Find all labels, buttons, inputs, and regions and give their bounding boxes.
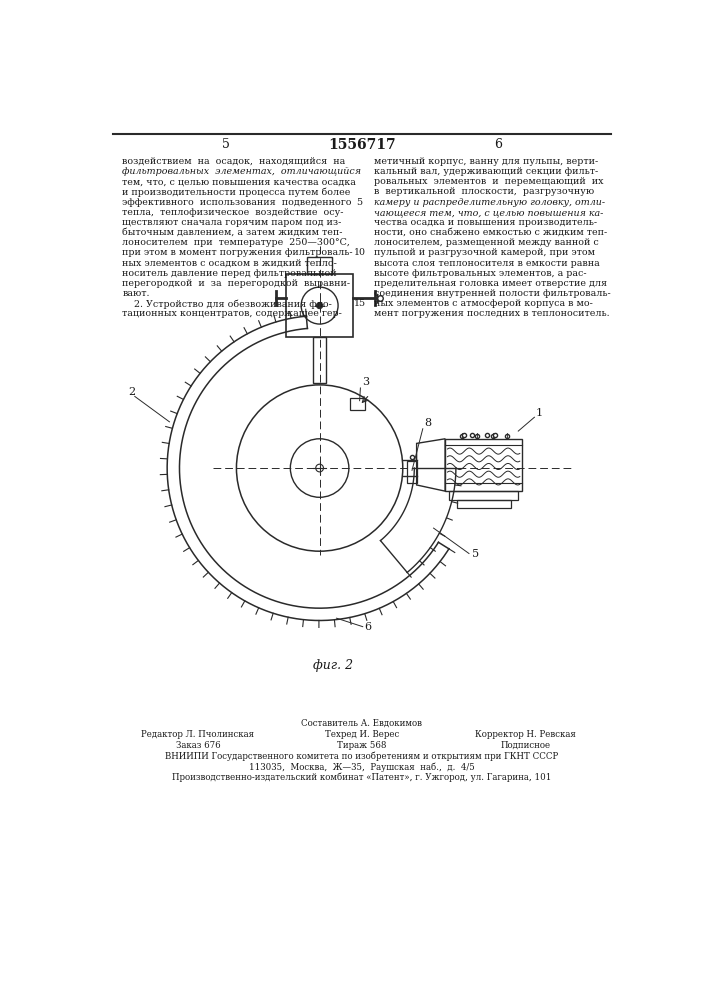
Text: метичный корпус, ванну для пульпы, верти-: метичный корпус, ванну для пульпы, верти… — [373, 157, 597, 166]
Text: ных элементов с осадком в жидкий тепло-: ных элементов с осадком в жидкий тепло- — [122, 259, 337, 268]
Bar — [308, 257, 332, 274]
Text: соединения внутренней полости фильтроваль-: соединения внутренней полости фильтровал… — [373, 289, 610, 298]
Text: 1: 1 — [536, 408, 543, 418]
Text: ности, оно снабжено емкостью с жидким теп-: ности, оно снабжено емкостью с жидким те… — [373, 228, 607, 237]
Text: и производительности процесса путем более: и производительности процесса путем боле… — [122, 187, 351, 197]
Text: фильтровальных  элементах,  отличающийся: фильтровальных элементах, отличающийся — [122, 167, 361, 176]
Text: 1556717: 1556717 — [328, 138, 396, 152]
Text: при этом в момент погружения фильтроваль-: при этом в момент погружения фильтроваль… — [122, 248, 353, 257]
Text: лоносителем  при  температуре  250—300°С,: лоносителем при температуре 250—300°С, — [122, 238, 351, 247]
Text: 113035,  Москва,  Ж—35,  Раушская  наб.,  д.  4/5: 113035, Москва, Ж—35, Раушская наб., д. … — [249, 762, 475, 772]
Text: воздействием  на  осадок,  находящийся  на: воздействием на осадок, находящийся на — [122, 157, 346, 166]
Text: Тираж 568: Тираж 568 — [337, 741, 387, 750]
Text: камеру и распределительную головку, отли-: камеру и распределительную головку, отли… — [373, 198, 604, 207]
Text: тационных концентратов, содержащее гер-: тационных концентратов, содержащее гер- — [122, 309, 342, 318]
Text: эффективного  использования  подведенного: эффективного использования подведенного — [122, 198, 352, 207]
Bar — [349, 398, 365, 410]
Text: высота слоя теплоносителя в емкости равна: высота слоя теплоносителя в емкости равн… — [373, 259, 600, 268]
Text: чающееся тем, что, с целью повышения ка-: чающееся тем, что, с целью повышения ка- — [373, 208, 603, 217]
Text: пульпой и разгрузочной камерой, при этом: пульпой и разгрузочной камерой, при этом — [373, 248, 595, 257]
Text: 10: 10 — [354, 248, 366, 257]
Text: Подписное: Подписное — [500, 741, 550, 750]
Text: в  вертикальной  плоскости,  разгрузочную: в вертикальной плоскости, разгрузочную — [373, 187, 594, 196]
Text: пределительная головка имеет отверстие для: пределительная головка имеет отверстие д… — [373, 279, 607, 288]
Bar — [407, 461, 417, 483]
Text: 3: 3 — [362, 377, 369, 387]
Text: перегородкой  и  за  перегородкой  выравни-: перегородкой и за перегородкой выравни- — [122, 279, 351, 288]
Text: Заказ 676: Заказ 676 — [175, 741, 221, 750]
Text: 8: 8 — [424, 418, 431, 428]
Text: Производственно-издательский комбинат «Патент», г. Ужгород, ул. Гагарина, 101: Производственно-издательский комбинат «П… — [173, 773, 551, 782]
Text: 5: 5 — [356, 198, 363, 207]
Circle shape — [317, 302, 322, 309]
Bar — [457, 500, 510, 508]
Text: носитель давление перед фильтровальной: носитель давление перед фильтровальной — [122, 269, 337, 278]
Text: ных элементов с атмосферой корпуса в мо-: ных элементов с атмосферой корпуса в мо- — [373, 299, 592, 308]
Text: 15: 15 — [354, 299, 366, 308]
Bar — [313, 337, 326, 383]
Text: вают.: вают. — [122, 289, 150, 298]
Text: ВНИИПИ Государственного комитета по изобретениям и открытиям при ГКНТ СССР: ВНИИПИ Государственного комитета по изоб… — [165, 751, 559, 761]
Text: 6: 6 — [494, 138, 502, 151]
Text: 5: 5 — [223, 138, 230, 151]
Bar — [449, 491, 518, 500]
Text: 2: 2 — [129, 387, 136, 397]
Text: Техред И. Верес: Техред И. Верес — [325, 730, 399, 739]
Text: 6: 6 — [364, 622, 371, 632]
Text: мент погружения последних в теплоноситель.: мент погружения последних в теплоносител… — [373, 309, 609, 318]
Text: тем, что, с целью повышения качества осадка: тем, что, с целью повышения качества оса… — [122, 177, 356, 186]
Bar — [286, 274, 354, 337]
Text: кальный вал, удерживающий секции фильт-: кальный вал, удерживающий секции фильт- — [373, 167, 597, 176]
Circle shape — [316, 464, 324, 472]
Text: фиг. 2: фиг. 2 — [313, 659, 354, 672]
Text: тепла,  теплофизическое  воздействие  осу-: тепла, теплофизическое воздействие осу- — [122, 208, 344, 217]
Text: лоносителем, размещенной между ванной с: лоносителем, размещенной между ванной с — [373, 238, 598, 247]
Text: 5: 5 — [472, 549, 479, 559]
Text: ществляют сначала горячим паром под из-: ществляют сначала горячим паром под из- — [122, 218, 342, 227]
Text: чества осадка и повышения производитель-: чества осадка и повышения производитель- — [373, 218, 597, 227]
Text: быточным давлением, а затем жидким теп-: быточным давлением, а затем жидким теп- — [122, 228, 343, 237]
Text: ровальных  элементов  и  перемещающий  их: ровальных элементов и перемещающий их — [373, 177, 603, 186]
Text: высоте фильтровальных элементов, а рас-: высоте фильтровальных элементов, а рас- — [373, 269, 586, 278]
Text: Составитель А. Евдокимов: Составитель А. Евдокимов — [301, 719, 423, 728]
Text: Редактор Л. Пчолинская: Редактор Л. Пчолинская — [141, 730, 255, 739]
Text: 2. Устройство для обезвоживания фло-: 2. Устройство для обезвоживания фло- — [122, 299, 332, 309]
Text: Корректор Н. Ревская: Корректор Н. Ревская — [475, 730, 575, 739]
Bar — [445, 439, 522, 491]
